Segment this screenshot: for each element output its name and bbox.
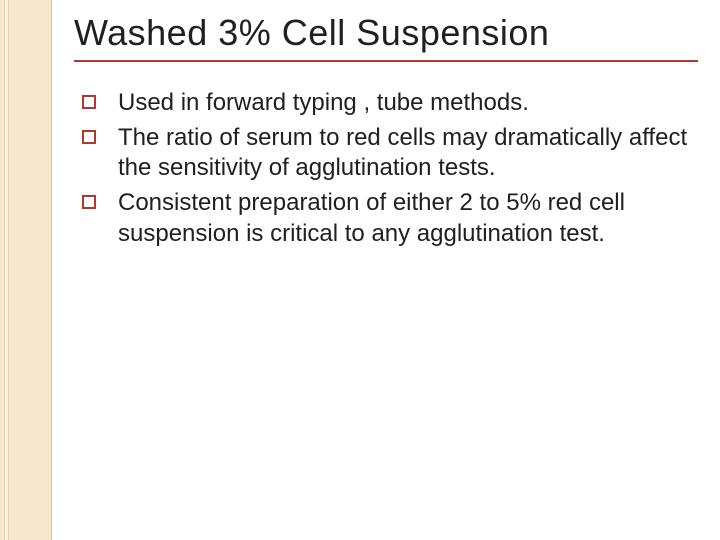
- bullet-list: Used in forward typing , tube methods. T…: [74, 88, 698, 250]
- square-bullet-icon: [82, 95, 96, 109]
- square-bullet-icon: [82, 130, 96, 144]
- bullet-text: The ratio of serum to red cells may dram…: [118, 123, 688, 184]
- bullet-text: Used in forward typing , tube methods.: [118, 88, 529, 119]
- slide-title: Washed 3% Cell Suspension: [74, 12, 698, 62]
- list-item: Consistent preparation of either 2 to 5%…: [78, 188, 688, 249]
- list-item: The ratio of serum to red cells may dram…: [78, 123, 688, 184]
- square-bullet-icon: [82, 195, 96, 209]
- decorative-side-strip: [0, 0, 52, 540]
- bullet-text: Consistent preparation of either 2 to 5%…: [118, 188, 688, 249]
- decorative-side-strip-edge: [4, 0, 9, 540]
- list-item: Used in forward typing , tube methods.: [78, 88, 688, 119]
- slide-content: Washed 3% Cell Suspension Used in forwar…: [52, 0, 720, 254]
